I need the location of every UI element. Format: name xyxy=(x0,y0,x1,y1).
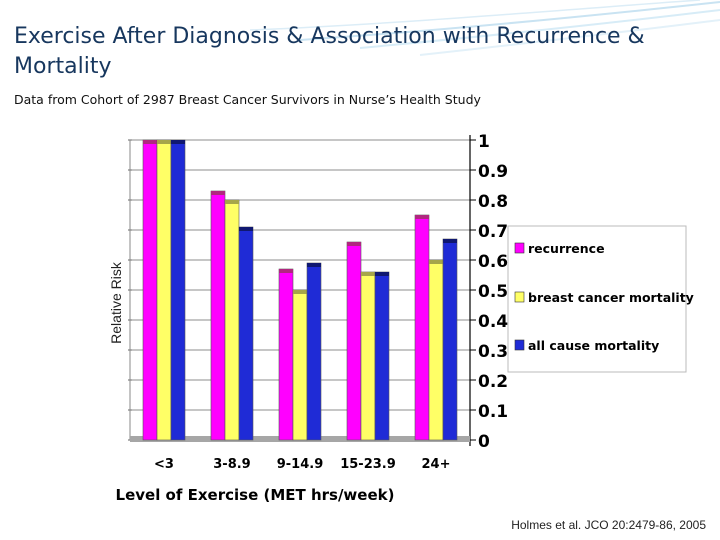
y-tick-label: 0.9 xyxy=(478,162,508,182)
legend-swatch xyxy=(514,291,525,303)
bar-top-breast-cancer-mortality xyxy=(225,200,239,204)
legend-label: recurrence xyxy=(528,241,605,256)
x-axis-label: Level of Exercise (MET hrs/week) xyxy=(116,486,395,504)
x-tick-label: 3-8.9 xyxy=(213,457,250,472)
bar-breast-cancer-mortality xyxy=(428,259,444,441)
bar-top-recurrence xyxy=(143,140,157,144)
y-tick-label: 0.1 xyxy=(478,402,508,422)
bar-top-all-cause-mortality xyxy=(443,239,457,243)
bar-top-all-cause-mortality xyxy=(307,263,321,267)
y-axis-label: Relative Risk xyxy=(108,261,124,344)
bar-top-breast-cancer-mortality xyxy=(157,140,171,144)
bar-recurrence xyxy=(414,214,430,441)
bar-top-recurrence xyxy=(279,269,293,273)
y-tick-label: 0 xyxy=(478,432,490,452)
bar-recurrence xyxy=(210,190,226,441)
y-tick-label: 0.5 xyxy=(478,282,508,302)
y-tick-label: 0.8 xyxy=(478,192,508,212)
y-tick-label: 0.4 xyxy=(478,312,508,332)
bar-all-cause-mortality xyxy=(374,271,390,441)
legend-swatch xyxy=(514,242,525,254)
legend-box xyxy=(507,225,687,373)
header-decoration xyxy=(249,0,720,56)
bar-breast-cancer-mortality xyxy=(156,139,172,441)
bar-recurrence xyxy=(346,241,362,441)
bar-top-recurrence xyxy=(415,215,429,219)
page-subtitle: Data from Cohort of 2987 Breast Cancer S… xyxy=(14,92,481,107)
bar-all-cause-mortality xyxy=(170,139,186,441)
citation: Holmes et al. JCO 20:2479-86, 2005 xyxy=(511,518,706,532)
bar-all-cause-mortality xyxy=(238,226,254,441)
bar-top-all-cause-mortality xyxy=(375,272,389,276)
legend-label: breast cancer mortality xyxy=(528,290,694,305)
bar-all-cause-mortality xyxy=(442,238,458,441)
x-tick-label: 24+ xyxy=(422,457,451,472)
y-tick-label: 1 xyxy=(478,132,490,152)
bar-top-breast-cancer-mortality xyxy=(429,260,443,264)
bar-top-recurrence xyxy=(211,191,225,195)
legend-swatch xyxy=(514,339,525,351)
y-tick-label: 0.7 xyxy=(478,222,508,242)
bar-breast-cancer-mortality xyxy=(360,271,376,441)
bar-top-breast-cancer-mortality xyxy=(293,290,307,294)
bar-recurrence xyxy=(142,139,158,441)
y-tick-label: 0.3 xyxy=(478,342,508,362)
bar-recurrence xyxy=(278,268,294,441)
y-tick-label: 0.2 xyxy=(478,372,508,392)
page-title: Exercise After Diagnosis & Association w… xyxy=(14,24,645,79)
bar-top-recurrence xyxy=(347,242,361,246)
bar-top-breast-cancer-mortality xyxy=(361,272,375,276)
x-tick-label: 9-14.9 xyxy=(277,457,324,472)
legend-label: all cause mortality xyxy=(528,338,659,353)
bar-breast-cancer-mortality xyxy=(224,199,240,441)
x-tick-label: 15-23.9 xyxy=(340,457,396,472)
bar-top-all-cause-mortality xyxy=(239,227,253,231)
bar-top-all-cause-mortality xyxy=(171,140,185,144)
bar-breast-cancer-mortality xyxy=(292,289,308,441)
y-tick-label: 0.6 xyxy=(478,252,508,272)
bar-all-cause-mortality xyxy=(306,262,322,441)
x-tick-label: <3 xyxy=(154,457,174,472)
